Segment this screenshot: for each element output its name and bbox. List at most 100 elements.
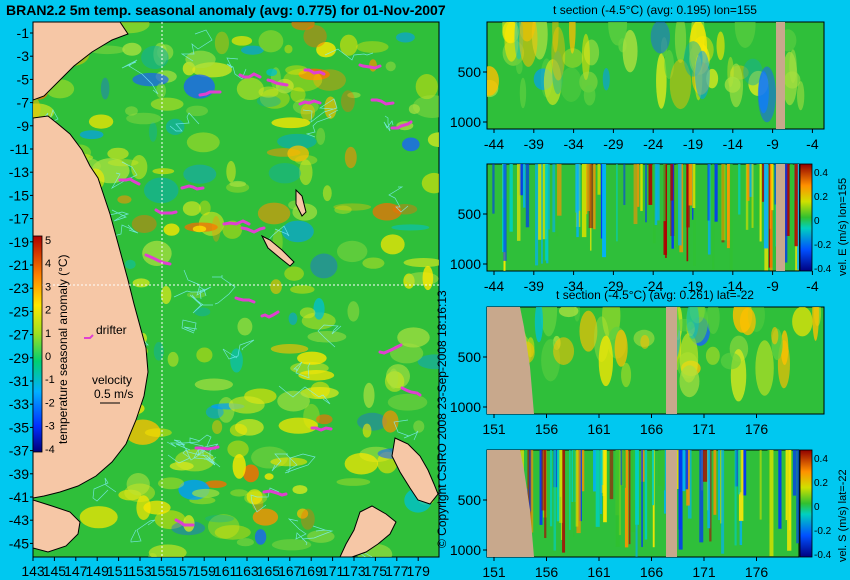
- anomaly-patch: [214, 525, 251, 540]
- anomaly-patch: [292, 485, 308, 495]
- section-stripe: [575, 164, 578, 213]
- anomaly-patch: [33, 97, 41, 121]
- section-x-tick-label: 156: [535, 421, 559, 437]
- section-3-title: t section (-4.5°C) (avg: 0.261) lat=-22: [556, 288, 754, 302]
- anomaly-patch: [336, 478, 371, 486]
- section-stripe: [663, 164, 666, 222]
- map-colorbar: [32, 235, 43, 453]
- anomaly-patch: [186, 132, 220, 153]
- section-stripe: [595, 450, 600, 527]
- section-stripe: [688, 164, 693, 206]
- anomaly-patch: [368, 59, 378, 72]
- section-stripe: [742, 450, 747, 496]
- section-colorbar-tick-label: -0.4: [814, 550, 832, 561]
- anomaly-patch: [194, 307, 211, 317]
- section-x-tick-label: 166: [640, 421, 664, 437]
- section-patch: [674, 318, 695, 332]
- section-stripe: [729, 164, 733, 270]
- anomaly-patch: [163, 223, 180, 236]
- anomaly-patch: [316, 42, 336, 58]
- section-colorbar-tick-label: -0.2: [814, 240, 832, 251]
- section-stripe: [623, 164, 626, 205]
- anomaly-patch: [403, 258, 439, 268]
- anomaly-patch: [192, 225, 207, 233]
- anomaly-patch: [143, 177, 179, 204]
- drifter-track: [118, 177, 141, 186]
- section-stripe: [686, 164, 689, 262]
- lon-tick-label: 161: [214, 563, 238, 579]
- anomaly-patch: [79, 506, 118, 529]
- anomaly-patch: [242, 464, 259, 483]
- anomaly-patch: [270, 344, 309, 354]
- colorbar-tick-label: 4: [45, 258, 51, 270]
- section-stripe: [631, 450, 636, 533]
- section-stripe: [789, 164, 793, 259]
- anomaly-patch: [136, 495, 151, 520]
- section-patch: [558, 307, 579, 318]
- section-patch: [553, 337, 575, 365]
- section-patch: [487, 66, 499, 96]
- drifter-track: [370, 98, 395, 106]
- section-stripe: [492, 164, 495, 214]
- section-patch: [560, 67, 583, 102]
- colorbar-tick-label: -2: [45, 397, 55, 409]
- section-panels: t section (-4.5°C) (avg: 0.195) lon=155 …: [450, 3, 849, 580]
- bathymetry-contour: [284, 453, 316, 474]
- copyright-text: © Copyright CSIRO 2008 23-Sep-2008 18:16…: [435, 290, 449, 548]
- section-patch: [739, 307, 756, 336]
- drifter-track: [266, 78, 289, 87]
- anomaly-patch: [150, 97, 184, 111]
- bathymetry-contour: [278, 385, 331, 405]
- drifter-track: [174, 518, 195, 527]
- anomaly-patch: [131, 155, 148, 180]
- colorbar-tick-label: -3: [45, 421, 55, 433]
- anomaly-patch: [214, 31, 229, 55]
- section-x-tick-label: 151: [482, 421, 506, 437]
- section-stripe: [549, 450, 553, 527]
- section-x-tick-label: 166: [640, 564, 664, 580]
- anomaly-patch: [240, 45, 264, 55]
- new-zealand-north-land: [391, 437, 439, 505]
- section-x-tick-label: -14: [723, 136, 743, 152]
- lon-tick-label: 151: [107, 563, 131, 579]
- anomaly-patch: [156, 83, 166, 99]
- section-stripe: [503, 164, 507, 261]
- anomaly-patch: [389, 368, 399, 389]
- section-x-tick-label: -34: [563, 278, 583, 294]
- anomaly-patch: [285, 65, 308, 75]
- section-patch: [686, 307, 708, 344]
- section-2-y-ticks: 500 1000: [450, 206, 487, 272]
- new-zealand-south-land: [339, 505, 397, 557]
- section-patch: [516, 58, 523, 75]
- section-stripe: [620, 450, 623, 486]
- section-x-tick-label: -34: [563, 136, 583, 152]
- section-stripe: [519, 164, 523, 196]
- anomaly-patch: [246, 489, 263, 505]
- lat-tick-label: -35: [9, 419, 29, 435]
- section-patch: [724, 76, 741, 93]
- section-stripe: [693, 164, 696, 266]
- anomaly-patch: [271, 117, 311, 129]
- lat-tick-label: -3: [17, 48, 30, 64]
- lon-tick-label: 155: [150, 563, 174, 579]
- anomaly-patch: [153, 341, 164, 361]
- lon-tick-label: 177: [385, 563, 409, 579]
- anomaly-patch: [322, 185, 332, 202]
- anomaly-patch: [299, 159, 313, 186]
- section-stripe: [585, 164, 588, 215]
- section-stripe: [709, 450, 712, 542]
- anomaly-patch: [347, 301, 360, 322]
- section-panel-3: t section (-4.5°C) (avg: 0.261) lat=-22 …: [450, 288, 825, 437]
- bathymetry-contour: [317, 324, 342, 348]
- anomaly-patch: [380, 234, 405, 255]
- section-stripe: [671, 164, 674, 249]
- anomaly-patch: [387, 393, 428, 411]
- anomaly-patch: [297, 508, 309, 519]
- section-panel-4: 151 156 161 166 171 176 500 1000 0.4 0.2 0 -0.2 -0…: [450, 449, 849, 580]
- lat-tick-label: -21: [9, 257, 29, 273]
- section-stripe: [685, 450, 689, 490]
- section-patch: [669, 59, 692, 110]
- section-patch: [743, 58, 763, 86]
- section-patch: [797, 81, 805, 111]
